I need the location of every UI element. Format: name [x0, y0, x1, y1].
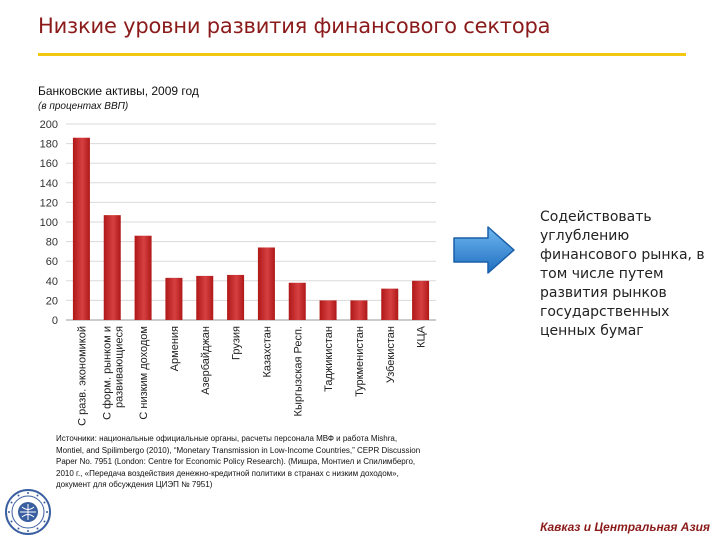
source-note: Источники: национальные официальные орга…: [56, 434, 421, 489]
bar: [72, 137, 90, 320]
x-tick-label: Узбекистан: [385, 326, 397, 383]
title-underline: [38, 53, 686, 56]
x-tick-label: Азербайджан: [200, 326, 212, 395]
y-tick-label: 200: [40, 119, 58, 131]
y-tick-label: 120: [40, 197, 58, 209]
x-tick-label: Казахстан: [261, 326, 273, 378]
y-tick-label: 160: [40, 158, 58, 170]
bar: [103, 215, 121, 320]
imf-seal-logo: [5, 489, 51, 535]
x-tick-label: С разв. экономикой: [76, 326, 88, 426]
y-tick-label: 140: [40, 178, 58, 190]
bar: [288, 282, 306, 320]
bar: [350, 300, 368, 320]
y-tick-label: 80: [46, 237, 58, 249]
y-tick-label: 60: [46, 256, 58, 268]
y-tick-label: 100: [40, 217, 58, 229]
bar: [134, 235, 152, 320]
bar: [257, 247, 275, 320]
region-footer: Кавказ и Центральная Азия: [540, 520, 710, 534]
x-tick-label: Кыргызская Респ.: [292, 326, 304, 416]
bar: [196, 275, 214, 320]
bar: [381, 288, 399, 320]
x-tick-label: Туркменистан: [354, 326, 366, 397]
x-tick-label: Армения: [169, 326, 181, 371]
bar: [319, 300, 337, 320]
x-tick-label: С низким доходом: [138, 326, 150, 420]
y-tick-label: 40: [46, 276, 58, 288]
y-tick-label: 20: [46, 295, 58, 307]
x-tick-label: Таджикистан: [323, 326, 335, 392]
x-tick-label: Грузия: [231, 326, 243, 360]
bar: [165, 277, 183, 320]
bar: [412, 280, 430, 320]
y-tick-label: 180: [40, 139, 58, 151]
bar: [227, 274, 245, 320]
y-tick-label: 0: [52, 315, 58, 327]
x-tick-label: С форм. рынком иразвивающиеся: [101, 326, 125, 420]
recommendation-text: Содействовать углублению финансового рын…: [540, 209, 705, 339]
x-tick-label: КЦА: [416, 325, 428, 348]
chart-subtitle: (в процентах ВВП): [38, 101, 129, 112]
chart-title: Банковские активы, 2009 год: [38, 84, 199, 98]
slide-title: Низкие уровни развития финансового секто…: [38, 14, 551, 38]
arrow-right-icon: [453, 226, 515, 274]
